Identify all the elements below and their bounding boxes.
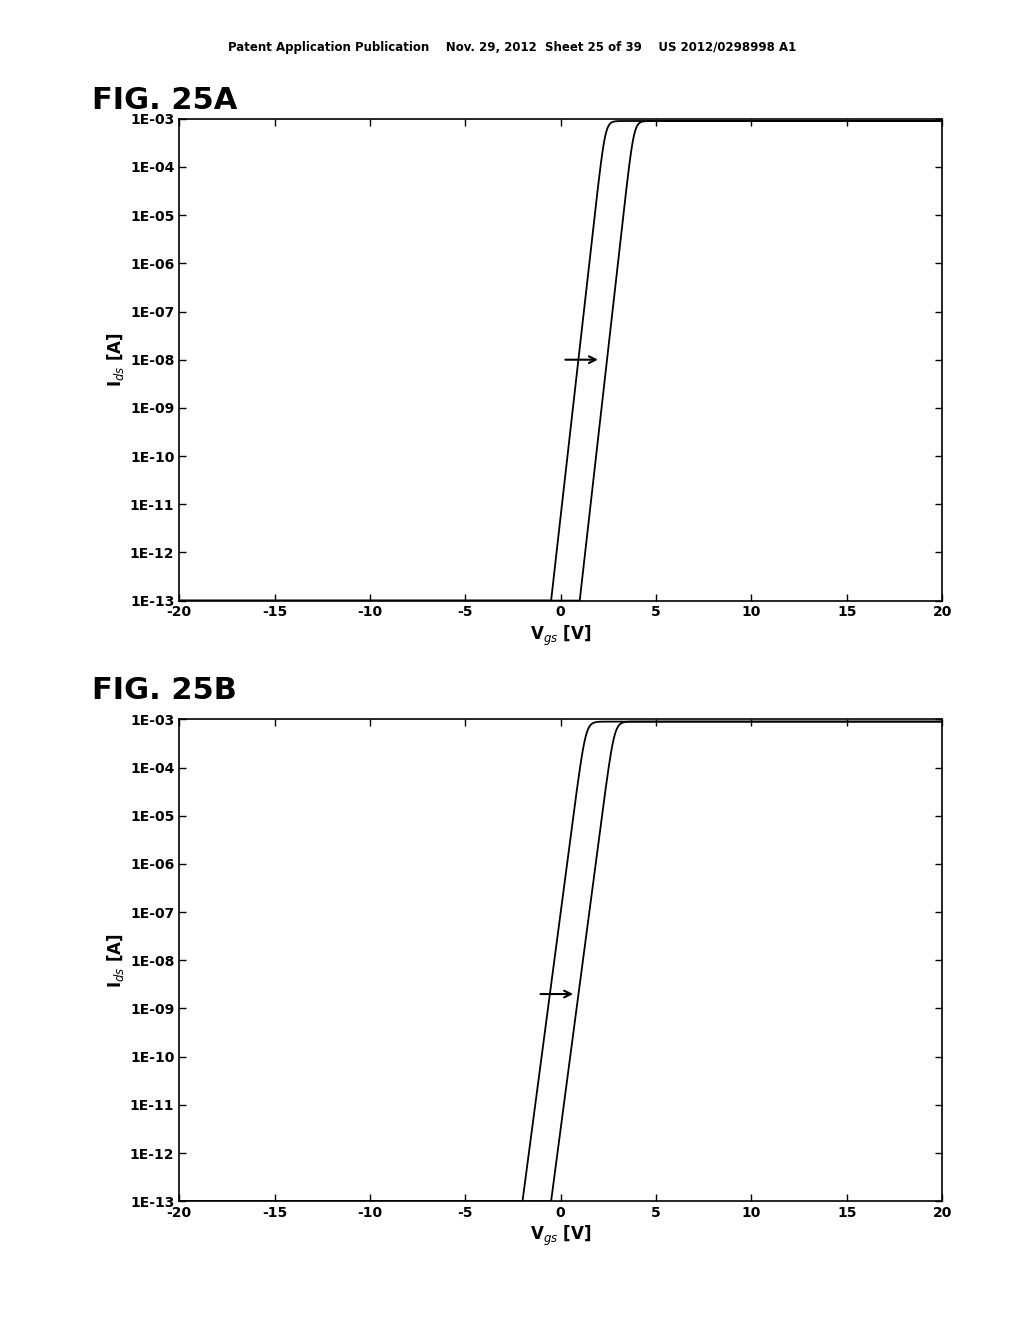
X-axis label: V$_{gs}$ [V]: V$_{gs}$ [V]: [530, 623, 591, 648]
X-axis label: V$_{gs}$ [V]: V$_{gs}$ [V]: [530, 1224, 591, 1249]
Text: FIG. 25A: FIG. 25A: [92, 86, 238, 115]
Y-axis label: I$_{ds}$ [A]: I$_{ds}$ [A]: [104, 933, 126, 987]
Text: FIG. 25B: FIG. 25B: [92, 676, 237, 705]
Y-axis label: I$_{ds}$ [A]: I$_{ds}$ [A]: [104, 333, 126, 387]
Text: Patent Application Publication    Nov. 29, 2012  Sheet 25 of 39    US 2012/02989: Patent Application Publication Nov. 29, …: [228, 41, 796, 54]
